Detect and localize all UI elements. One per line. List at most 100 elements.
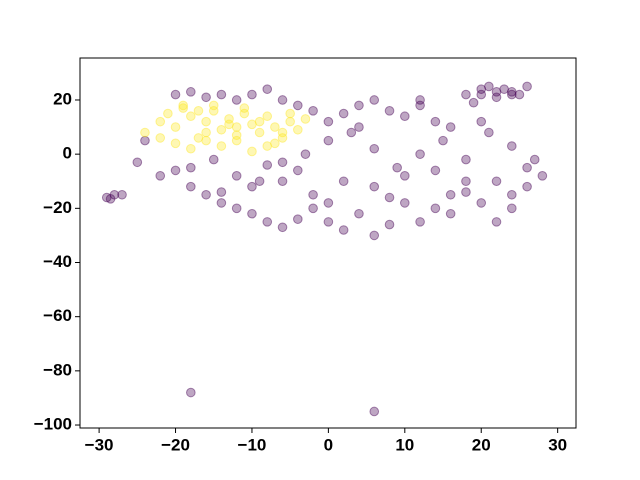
point — [170, 122, 181, 132]
point — [415, 100, 425, 111]
point — [468, 97, 479, 108]
point — [491, 217, 502, 227]
x-tick-label: −30 — [85, 435, 114, 454]
point — [415, 95, 425, 105]
point — [415, 149, 425, 159]
point — [384, 106, 395, 116]
point — [384, 192, 395, 203]
point — [445, 189, 456, 200]
point — [445, 122, 456, 132]
point — [369, 143, 380, 154]
point — [384, 219, 395, 230]
point — [400, 198, 410, 208]
point — [247, 119, 257, 130]
point — [338, 225, 349, 235]
point — [231, 203, 242, 214]
point — [400, 111, 410, 122]
point — [354, 122, 364, 132]
point — [522, 162, 532, 173]
y-tick-label: −60 — [43, 306, 72, 325]
point — [163, 108, 173, 119]
point — [476, 198, 487, 208]
point — [216, 141, 227, 151]
y-tick-label: −80 — [43, 360, 72, 379]
point — [491, 176, 502, 187]
point — [277, 176, 288, 187]
point — [522, 181, 532, 192]
point — [461, 176, 471, 187]
point — [461, 187, 471, 197]
point — [216, 187, 227, 197]
point — [208, 154, 219, 165]
point — [231, 130, 242, 140]
point — [170, 138, 181, 149]
point — [392, 162, 402, 173]
point — [216, 89, 227, 100]
point — [186, 181, 196, 192]
y-tick-label: −100 — [34, 415, 72, 434]
point — [476, 89, 487, 100]
point — [231, 95, 242, 105]
point — [277, 95, 288, 105]
point — [277, 127, 288, 138]
point — [323, 116, 334, 127]
point — [285, 108, 295, 119]
point — [186, 111, 196, 122]
x-tick-label: 0 — [324, 435, 333, 454]
point — [484, 81, 494, 92]
point — [109, 189, 120, 200]
point — [140, 127, 150, 138]
y-tick-label: 20 — [53, 89, 72, 108]
point — [338, 108, 349, 119]
point — [323, 198, 334, 208]
point — [369, 181, 380, 192]
point — [354, 100, 364, 111]
point — [170, 89, 181, 100]
point — [308, 203, 318, 214]
point — [262, 84, 273, 94]
point — [293, 214, 303, 224]
point — [415, 217, 425, 227]
x-tick-label: −10 — [238, 435, 267, 454]
point — [308, 106, 318, 116]
point — [270, 122, 280, 132]
point — [507, 141, 517, 151]
point — [262, 217, 273, 227]
y-tick-label: −20 — [43, 198, 72, 217]
point — [208, 106, 219, 116]
point — [201, 127, 211, 138]
y-tick-label: 0 — [63, 144, 72, 163]
point — [476, 84, 487, 94]
plot-frame — [79, 57, 577, 429]
point — [201, 116, 211, 127]
point — [285, 116, 295, 127]
point — [338, 176, 349, 187]
point — [140, 135, 150, 146]
point — [270, 138, 280, 149]
point — [201, 135, 211, 146]
point — [491, 87, 502, 97]
point — [300, 149, 311, 159]
point — [155, 171, 166, 181]
point — [216, 124, 227, 135]
point — [262, 160, 273, 170]
point — [208, 100, 219, 111]
point — [231, 171, 242, 181]
point — [216, 198, 227, 208]
x-tick-label: 20 — [472, 435, 491, 454]
point — [262, 141, 273, 151]
point — [231, 122, 242, 132]
point — [247, 89, 257, 100]
point — [445, 208, 456, 219]
point — [186, 143, 196, 154]
point — [323, 217, 334, 227]
point — [101, 192, 112, 203]
point — [300, 114, 311, 124]
point — [369, 95, 380, 105]
point — [254, 127, 265, 138]
point — [247, 208, 257, 219]
point — [224, 119, 234, 130]
point — [346, 127, 357, 138]
point — [155, 133, 166, 143]
